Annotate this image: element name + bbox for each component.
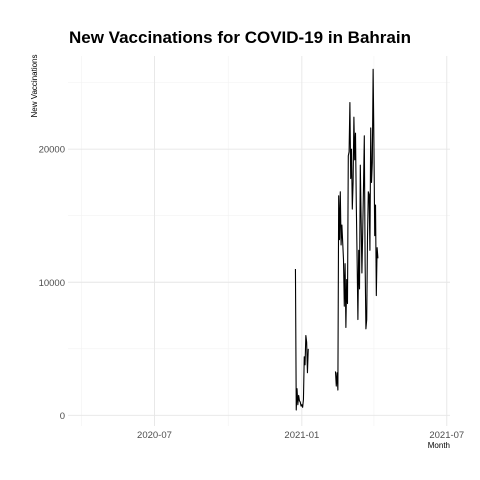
y-axis-title: New Vaccinations: [30, 55, 39, 118]
chart-title: New Vaccinations for COVID-19 in Bahrain: [69, 28, 411, 47]
series-line: [294, 268, 309, 411]
y-tick-label: 0: [60, 411, 65, 422]
y-tick-label: 10000: [39, 278, 65, 289]
grid: [68, 56, 450, 426]
tick-labels: 2020-07 2021-01 2021-07 0 10000 20000: [39, 145, 465, 441]
x-tick-label: 2021-01: [284, 430, 319, 441]
plot-area: [294, 68, 379, 411]
x-tick-label: 2020-07: [137, 430, 172, 441]
x-tick-label: 2021-07: [429, 430, 464, 441]
series-line: [334, 68, 379, 391]
x-axis-title: Month: [428, 441, 450, 450]
y-tick-label: 20000: [39, 145, 65, 156]
